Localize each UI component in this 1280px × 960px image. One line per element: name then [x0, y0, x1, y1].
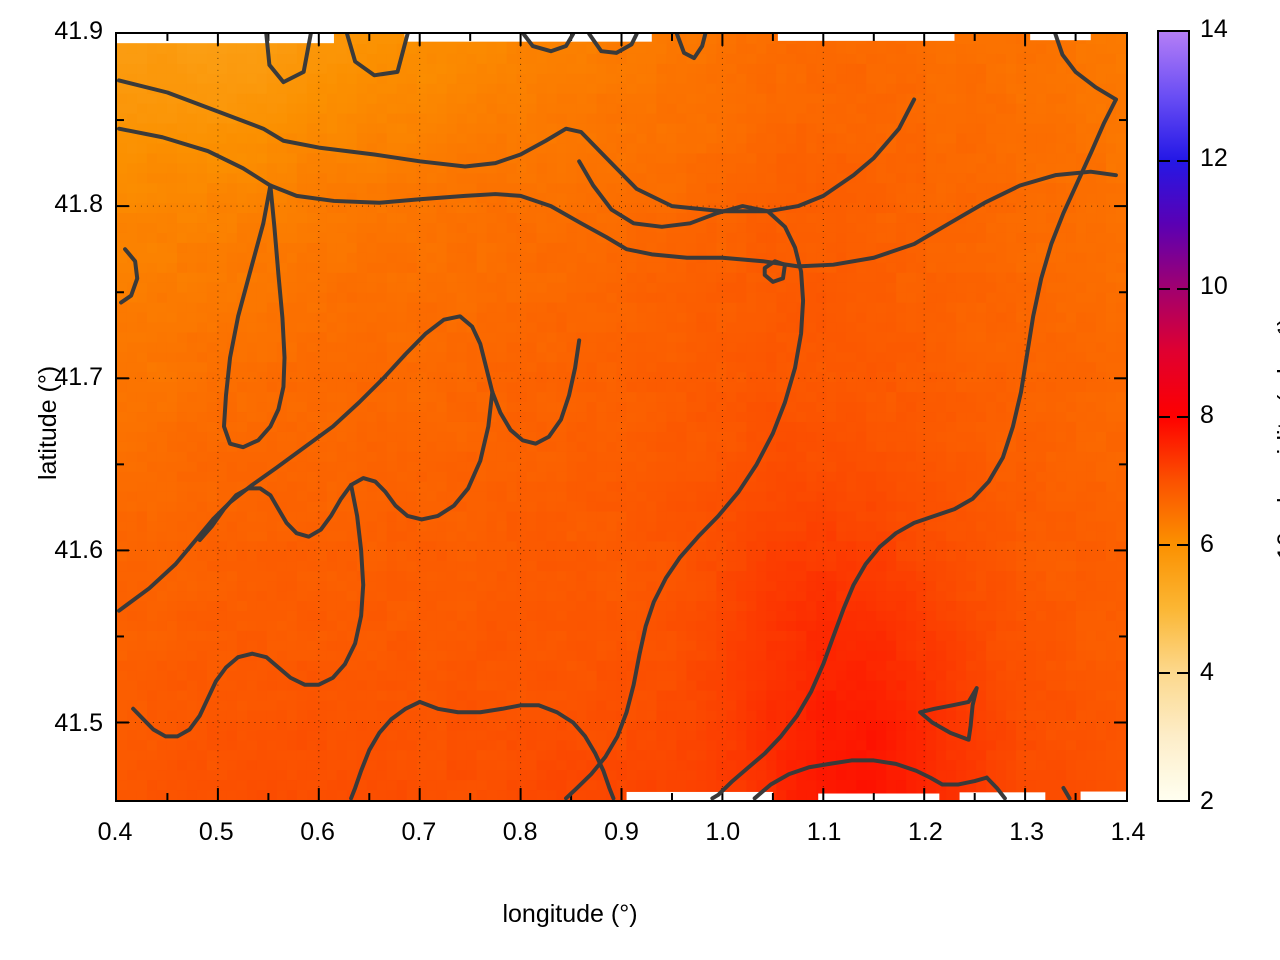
plot-area: [115, 32, 1128, 802]
y-tick-label: 41.6: [54, 536, 103, 565]
colorbar-tick: [1159, 544, 1170, 546]
y-tick-label: 41.9: [54, 17, 103, 45]
y-tick-label: 41.7: [54, 363, 103, 392]
colorbar-tick-label: 6: [1200, 529, 1214, 558]
y-tick-label: 41.5: [54, 709, 103, 738]
colorbar-tick-label: 4: [1200, 658, 1214, 687]
x-tick-label: 1.2: [908, 818, 943, 846]
x-tick-label: 1.3: [1009, 818, 1045, 846]
x-tick-label: 0.6: [300, 818, 335, 846]
colorbar-tick: [1159, 672, 1170, 674]
x-tick-label: 0.9: [604, 818, 639, 846]
colorbar-tick-label: 2: [1200, 787, 1214, 815]
humidity-field: [117, 34, 1126, 800]
x-tick-label: 0.8: [502, 818, 538, 846]
colorbar-tick: [1177, 672, 1188, 674]
colorbar-title: 10m-humidity (g kg⁻¹): [1273, 317, 1280, 560]
x-tick-label: 1.4: [1110, 818, 1146, 846]
x-axis-title: longitude (°): [502, 900, 638, 928]
x-tick-label: 1.0: [705, 818, 741, 846]
colorbar-tick: [1159, 416, 1170, 418]
colorbar-tick: [1177, 544, 1188, 546]
colorbar-tick: [1177, 160, 1188, 162]
colorbar-tick: [1159, 160, 1170, 162]
colorbar-tick-label: 14: [1200, 15, 1228, 43]
x-tick-label: 1.1: [806, 818, 842, 846]
colorbar-tick: [1177, 288, 1188, 290]
colorbar: [1157, 30, 1190, 802]
colorbar-tick: [1177, 416, 1188, 418]
colorbar-tick-label: 12: [1200, 143, 1228, 172]
x-tick-label: 0.4: [97, 818, 133, 846]
x-tick-label: 0.5: [198, 818, 234, 846]
colorbar-tick-label: 8: [1200, 401, 1214, 429]
y-tick-label: 41.8: [54, 190, 103, 219]
x-tick-label: 0.7: [401, 818, 437, 846]
colorbar-tick: [1159, 288, 1170, 290]
colorbar-tick-label: 10: [1200, 272, 1228, 301]
